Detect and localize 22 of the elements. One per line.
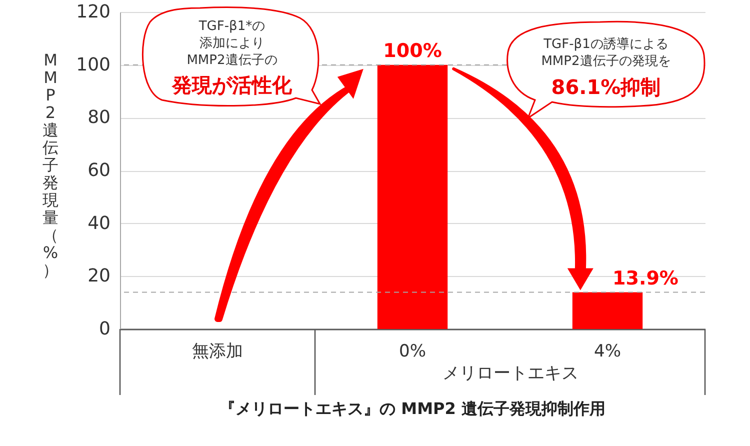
text: MMP2遺伝子発現量（%） <box>42 50 58 280</box>
annotation: TGF-β1*の <box>198 19 266 34</box>
y-tick-label: 40 <box>88 212 110 234</box>
annotation: 添加により <box>200 36 264 51</box>
y-tick-label: 60 <box>88 160 110 181</box>
data-label: 100% <box>383 40 442 62</box>
data-label: 13.9% <box>612 267 678 290</box>
y-tick-label: 120 <box>76 2 110 22</box>
y-tick-label: 20 <box>88 266 110 287</box>
x-tick-label: 0% <box>399 342 426 362</box>
annotation: TGF-β1の誘導による <box>542 37 668 52</box>
x-axis-title: メリロートエキス <box>442 364 578 384</box>
text: 『メリロートエキス』の MMP2 遺伝子発現抑制作用 <box>220 399 606 418</box>
x-tick-label: 無添加 <box>192 342 243 362</box>
y-tick-label: 0 <box>99 318 110 340</box>
annotation: 86.1%抑制 <box>551 75 661 99</box>
x-tick-label: 4% <box>594 342 621 362</box>
y-tick-label: 80 <box>88 107 110 128</box>
annotation: MMP2遺伝子の発現を <box>541 54 671 69</box>
annotation: 発現が活性化 <box>171 73 293 97</box>
y-tick-label: 100 <box>76 54 110 76</box>
annotation: MMP2遺伝子の <box>186 53 278 68</box>
